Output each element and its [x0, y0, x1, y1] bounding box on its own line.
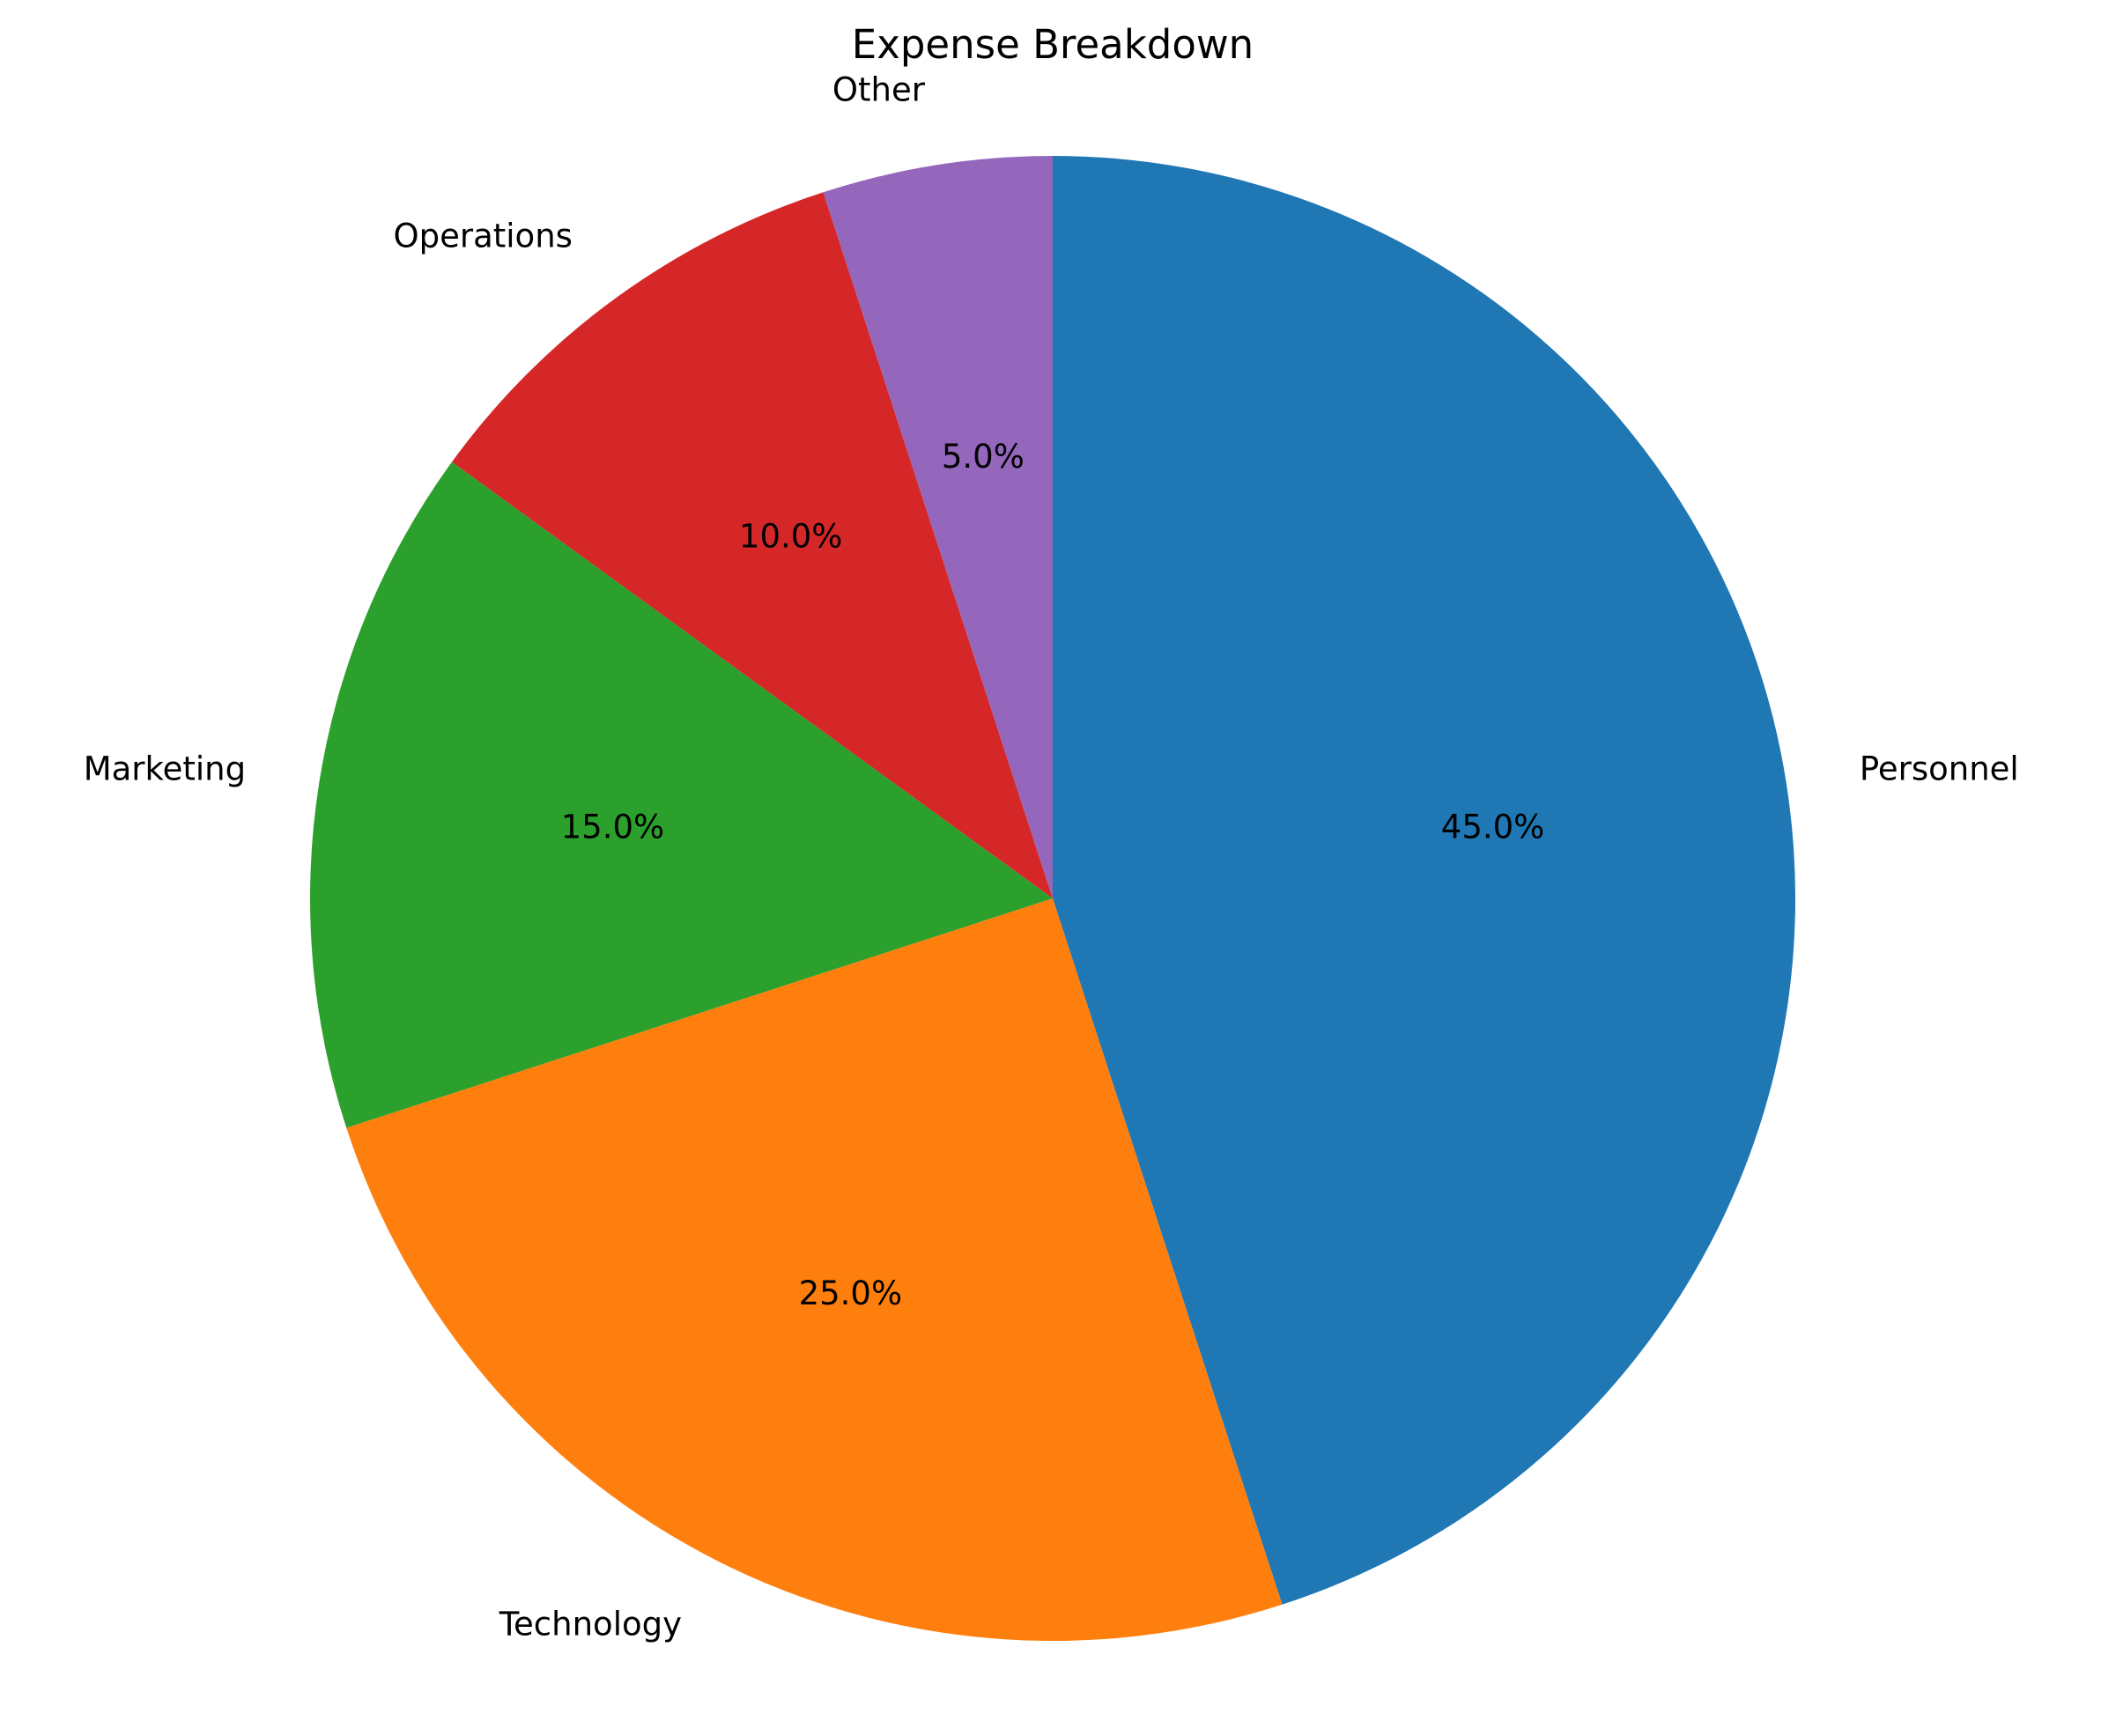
slice-personnel	[1053, 156, 1796, 1605]
pie-slices	[309, 156, 1796, 1641]
slice-marketing	[309, 462, 1054, 1128]
slice-label-technology: Technology	[499, 1606, 682, 1644]
slice-technology	[346, 898, 1283, 1641]
slice-label-other: Other	[832, 71, 926, 109]
percent-label-marketing: 15.0%	[561, 808, 665, 846]
chart-title: Expense Breakdown	[852, 21, 1254, 68]
slice-other	[823, 156, 1053, 898]
slice-label-marketing: Marketing	[84, 750, 246, 787]
percent-label-other: 5.0%	[942, 438, 1025, 476]
slice-label-operations: Operations	[394, 217, 573, 255]
percent-label-operations: 10.0%	[739, 517, 843, 555]
percent-label-personnel: 45.0%	[1441, 808, 1545, 846]
percent-labels: 45.0% 25.0% 15.0% 10.0% 5.0%	[561, 438, 1545, 1312]
slice-labels: Personnel Technology Marketing Operations Ot…	[84, 71, 2019, 1644]
slice-operations	[451, 192, 1053, 899]
percent-label-technology: 25.0%	[799, 1274, 903, 1312]
slice-label-personnel: Personnel	[1860, 750, 2019, 787]
